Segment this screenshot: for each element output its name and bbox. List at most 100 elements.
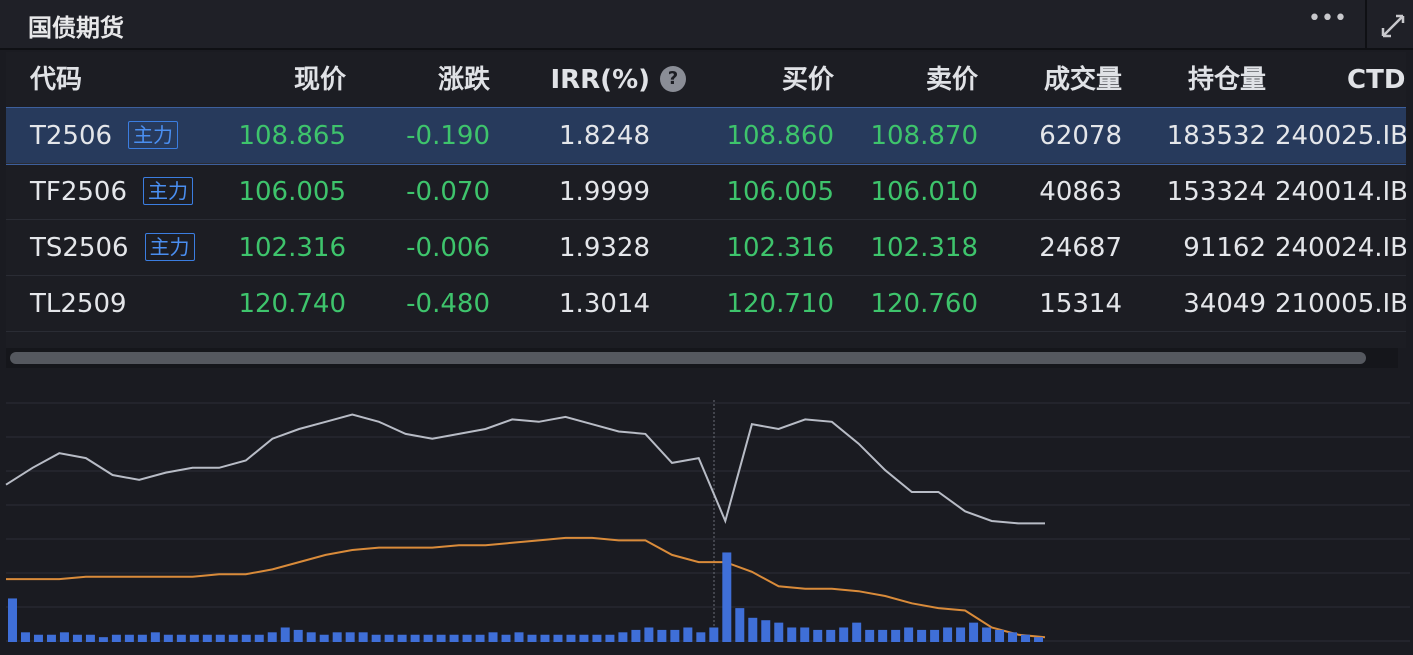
table-cell: 1.8248 xyxy=(559,121,650,151)
volume-bar xyxy=(293,629,303,642)
volume-bar xyxy=(761,620,771,642)
contract-code: TS2506 xyxy=(30,233,129,263)
volume-bar xyxy=(722,552,732,642)
volume-bar xyxy=(969,622,979,642)
volume-bar xyxy=(332,632,342,642)
volume-bar xyxy=(735,608,745,642)
table-row[interactable]: TL2509 120.740 -0.480 1.3014 120.710 120.760 1… xyxy=(6,276,1406,332)
volume-bar xyxy=(371,634,381,642)
column-header: 买价 xyxy=(781,65,834,95)
table-cell: 120.760 xyxy=(870,289,978,319)
volume-bar xyxy=(163,634,173,642)
volume-bar xyxy=(202,634,212,642)
volume-bar xyxy=(631,629,641,642)
help-icon[interactable]: ? xyxy=(660,66,686,92)
table-cell: 153324 xyxy=(1166,177,1266,207)
column-header: 代码 xyxy=(30,65,83,95)
scroll-thumb[interactable] xyxy=(10,352,1366,364)
table-cell: 108.865 xyxy=(238,121,346,151)
volume-bar xyxy=(527,634,537,642)
volume-bar xyxy=(943,627,953,642)
table-cell: -0.480 xyxy=(406,289,490,319)
volume-bar xyxy=(137,634,147,642)
contract-code: T2506 xyxy=(30,121,113,151)
column-header: 成交量 xyxy=(1043,65,1122,95)
column-header: 涨跌 xyxy=(437,65,490,95)
volume-bar xyxy=(189,634,199,642)
volume-bar xyxy=(956,627,966,642)
table-cell: 106.010 xyxy=(870,177,978,207)
volume-bar xyxy=(111,634,121,642)
table-cell: 240024.IB xyxy=(1275,233,1406,263)
contract-code: TF2506 xyxy=(30,177,128,207)
column-header: 现价 xyxy=(293,65,346,95)
volume-bar xyxy=(696,632,706,642)
table-cell: 34049 xyxy=(1183,289,1266,319)
table-row[interactable]: TF2506 主力 106.005 -0.070 1.9999 106.005 106.01… xyxy=(6,164,1406,220)
table-cell: -0.190 xyxy=(406,121,490,151)
volume-bar xyxy=(670,629,680,642)
volume-bar xyxy=(46,634,56,642)
volume-bar xyxy=(878,629,888,642)
volume-bar xyxy=(280,627,290,642)
volume-bar xyxy=(891,629,901,642)
volume-bar xyxy=(605,634,615,642)
volume-bar xyxy=(124,634,134,642)
volume-bar xyxy=(904,627,914,642)
volume-bar xyxy=(813,629,823,642)
volume-bar xyxy=(410,634,420,642)
table-cell: 210005.IB xyxy=(1275,289,1406,319)
volume-bar xyxy=(241,634,251,642)
table-cell: 120.740 xyxy=(238,289,346,319)
table-cell: 108.860 xyxy=(726,121,834,151)
volume-bar xyxy=(436,634,446,642)
volume-bar xyxy=(917,629,927,642)
volume-bar xyxy=(787,627,797,642)
column-header: CTD xyxy=(1347,65,1406,95)
expand-button[interactable] xyxy=(1365,0,1413,48)
volume-bar xyxy=(514,632,524,642)
volume-bar xyxy=(644,627,654,642)
table-cell: 91162 xyxy=(1183,233,1266,263)
price-line xyxy=(5,413,1045,525)
volume-bar xyxy=(462,634,472,642)
volume-bar xyxy=(618,632,628,642)
volume-bar xyxy=(384,634,394,642)
volume-bar xyxy=(215,634,225,642)
volume-bar xyxy=(85,634,95,642)
table-cell: 1.3014 xyxy=(559,289,650,319)
futures-table: 代码 现价 涨跌 IRR(%) 买价 卖价 成交量 持仓量 CTD? T2506 主力 108.865… xyxy=(6,52,1406,348)
table-row[interactable]: T2506 主力 108.865 -0.190 1.8248 108.860 108.870… xyxy=(6,107,1406,165)
scrollbar[interactable] xyxy=(6,348,1398,368)
contract-code: TL2509 xyxy=(30,289,127,319)
menu-button[interactable]: ••• xyxy=(1308,6,1347,31)
price-line xyxy=(6,536,1046,639)
table-cell: 240014.IB xyxy=(1275,177,1406,207)
table-row[interactable]: TS2506 主力 102.316 -0.006 1.9328 102.316 102.31… xyxy=(6,220,1406,276)
main-tag: 主力 xyxy=(144,233,195,261)
volume-bar xyxy=(839,627,849,642)
volume-bar xyxy=(488,632,498,642)
table-cell: -0.070 xyxy=(406,177,490,207)
volume-bar xyxy=(267,632,277,642)
volume-bar xyxy=(72,634,82,642)
volume-bar xyxy=(852,622,862,642)
table-cell: 106.005 xyxy=(726,177,834,207)
volume-bar xyxy=(982,627,992,642)
main-tag: 主力 xyxy=(143,177,194,205)
volume-bar xyxy=(709,627,719,642)
volume-bar xyxy=(358,632,368,642)
volume-bar xyxy=(306,632,316,642)
grid xyxy=(6,402,1410,642)
volume-bar xyxy=(33,634,43,642)
volume-bar xyxy=(345,632,355,642)
volume-bar xyxy=(826,629,836,642)
volume-bar xyxy=(566,634,576,642)
volume-bar xyxy=(865,629,875,642)
volume-bar xyxy=(592,634,602,642)
table-cell: 102.316 xyxy=(726,233,834,263)
volume-bar xyxy=(59,632,69,642)
volume-bar xyxy=(748,617,758,642)
expand-icon xyxy=(1381,14,1405,38)
